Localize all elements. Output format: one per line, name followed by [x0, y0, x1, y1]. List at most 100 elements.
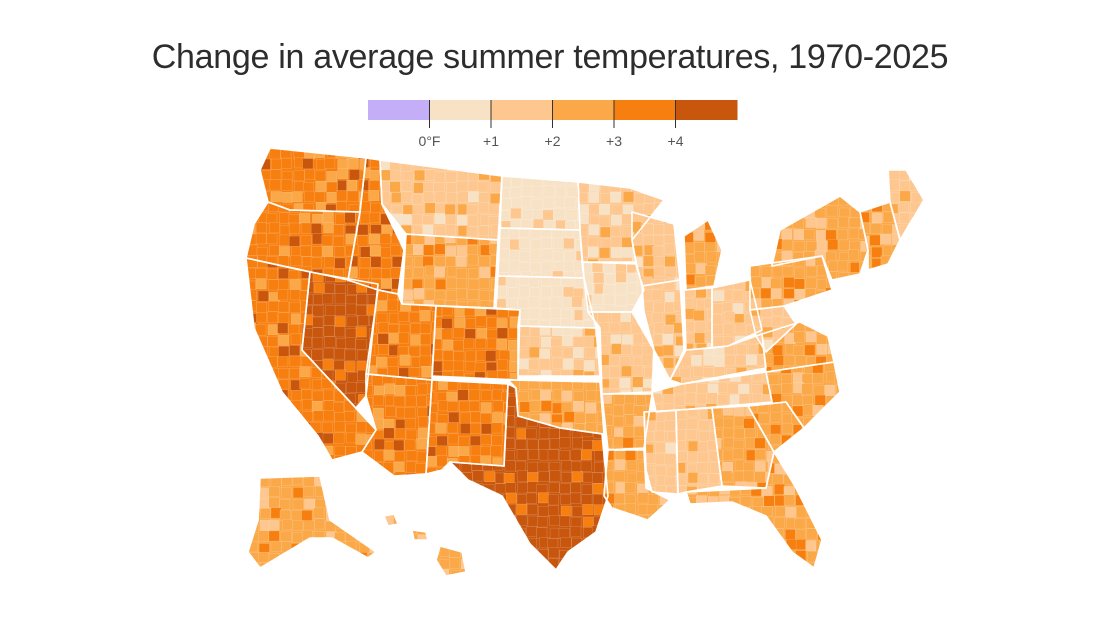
county	[246, 390, 258, 402]
county	[662, 333, 674, 345]
county	[355, 339, 367, 350]
county	[314, 518, 325, 530]
county	[899, 180, 911, 192]
county	[435, 422, 447, 434]
county	[278, 246, 290, 258]
county	[719, 560, 731, 568]
county	[312, 294, 324, 305]
county	[256, 389, 268, 401]
county	[433, 299, 445, 308]
county	[402, 171, 414, 183]
county	[698, 431, 710, 442]
county	[782, 266, 794, 278]
county	[380, 257, 392, 269]
county	[372, 473, 384, 476]
county	[774, 463, 786, 475]
county	[479, 380, 491, 390]
county	[470, 445, 482, 457]
county	[367, 294, 378, 305]
county	[447, 401, 459, 412]
county	[424, 202, 436, 214]
county	[563, 260, 575, 272]
county	[703, 354, 715, 366]
county	[560, 537, 572, 548]
county	[623, 403, 635, 415]
county	[269, 222, 280, 234]
county	[561, 460, 573, 472]
county	[603, 294, 615, 306]
county	[632, 221, 642, 233]
county	[571, 461, 583, 473]
county	[461, 538, 473, 550]
county	[405, 429, 417, 441]
county	[784, 452, 796, 464]
county	[279, 212, 290, 224]
county	[247, 368, 258, 380]
county	[543, 197, 554, 209]
county	[334, 326, 346, 338]
county	[292, 499, 304, 511]
county	[510, 272, 521, 278]
county	[368, 190, 380, 201]
county	[542, 248, 554, 260]
county	[527, 461, 539, 473]
county	[592, 262, 603, 273]
county	[377, 290, 388, 302]
county	[477, 181, 489, 193]
county	[770, 424, 781, 436]
legend-tick-label: +2	[544, 133, 561, 149]
county	[268, 519, 280, 531]
county	[300, 222, 312, 234]
county	[459, 400, 471, 412]
county	[652, 378, 663, 380]
county	[581, 484, 593, 495]
county	[613, 394, 625, 406]
county	[794, 288, 806, 300]
county	[774, 483, 785, 495]
county	[459, 412, 471, 424]
county	[489, 243, 498, 255]
county	[368, 564, 376, 568]
county	[782, 413, 793, 425]
county	[346, 179, 358, 191]
county	[518, 368, 529, 376]
county	[258, 530, 270, 542]
county	[526, 526, 538, 537]
county	[324, 282, 335, 294]
county	[738, 384, 750, 395]
county	[713, 290, 725, 302]
county	[326, 192, 338, 203]
county	[313, 282, 325, 294]
county	[674, 345, 684, 357]
county	[817, 322, 829, 332]
county	[825, 405, 837, 417]
county	[580, 449, 592, 461]
county	[432, 310, 436, 322]
county	[634, 426, 645, 437]
county	[415, 462, 427, 474]
county	[792, 444, 804, 452]
county	[270, 191, 282, 203]
county	[572, 437, 583, 449]
county	[442, 350, 454, 361]
county	[413, 244, 424, 255]
county	[483, 526, 495, 538]
county	[708, 473, 720, 485]
county	[592, 440, 604, 452]
legend-tick-label: +3	[606, 133, 622, 149]
county	[246, 434, 257, 446]
county	[538, 439, 550, 451]
county	[732, 290, 744, 302]
county	[774, 517, 785, 529]
county	[910, 234, 922, 240]
county	[453, 360, 465, 372]
county	[708, 561, 719, 568]
county	[582, 472, 594, 483]
county	[888, 179, 900, 191]
county	[795, 539, 807, 550]
county	[248, 487, 259, 499]
county	[467, 254, 479, 266]
county	[334, 246, 345, 258]
county	[552, 357, 563, 369]
county	[404, 385, 416, 397]
